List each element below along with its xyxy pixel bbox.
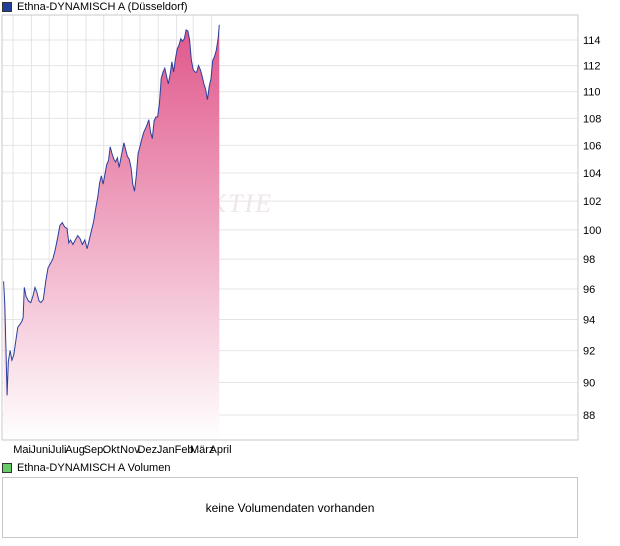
y-tick-label: 104 (583, 168, 601, 180)
y-tick-label: 110 (583, 87, 601, 99)
x-tick-label: Aug. (65, 444, 88, 456)
x-tick-label: März (190, 444, 214, 456)
price-legend-swatch (2, 2, 12, 12)
volume-panel: keine Volumendaten vorhanden (2, 477, 578, 538)
volume-legend-swatch (2, 463, 12, 473)
y-tick-label: 106 (583, 140, 601, 152)
x-tick-label: April (210, 444, 232, 456)
x-tick-label: Dez. (138, 444, 161, 456)
y-tick-label: 92 (583, 346, 595, 358)
x-axis: Mai Juni JuliAug.Sep.Okt.Nov.Dez.Jan.Feb.M… (13, 444, 231, 456)
x-tick-label: Nov. (120, 444, 142, 456)
price-line (3, 24, 220, 396)
x-tick-label: Juli (50, 444, 67, 456)
y-tick-label: 88 (583, 410, 595, 422)
volume-legend-label: Ethna-DYNAMISCH A Volumen (17, 462, 171, 474)
y-tick-label: 100 (583, 225, 601, 237)
x-tick-label: Okt. (103, 444, 123, 456)
y-tick-label: 90 (583, 377, 595, 389)
volume-legend: Ethna-DYNAMISCH A Volumen (2, 461, 170, 475)
price-legend-label: Ethna-DYNAMISCH A (Düsseldorf) (17, 1, 188, 13)
y-tick-label: 108 (583, 113, 601, 125)
volume-empty-message: keine Volumendaten vorhanden (205, 500, 375, 515)
y-tick-label: 96 (583, 284, 595, 296)
price-area (3, 24, 220, 441)
x-tick-label: Mai (13, 444, 31, 456)
price-chart: AKTIE 8890929496981001021041061081101121… (1, 14, 601, 456)
y-tick-label: 98 (583, 254, 595, 266)
x-tick-label: Jan. (157, 444, 178, 456)
price-legend: Ethna-DYNAMISCH A (Düsseldorf) (2, 0, 188, 14)
y-tick-label: 94 (583, 314, 595, 326)
y-tick-label: 112 (583, 61, 601, 73)
y-tick-label: 114 (583, 35, 601, 47)
y-axis: 88 90 92 94 96 98 100 102 104 106 108 110 112 114 (583, 35, 601, 422)
y-tick-label: 102 (583, 196, 601, 208)
x-tick-label: Feb. (175, 444, 197, 456)
x-tick-label: Sep. (84, 444, 107, 456)
x-tick-label: Juni (30, 444, 50, 456)
plot-border (1, 14, 579, 441)
